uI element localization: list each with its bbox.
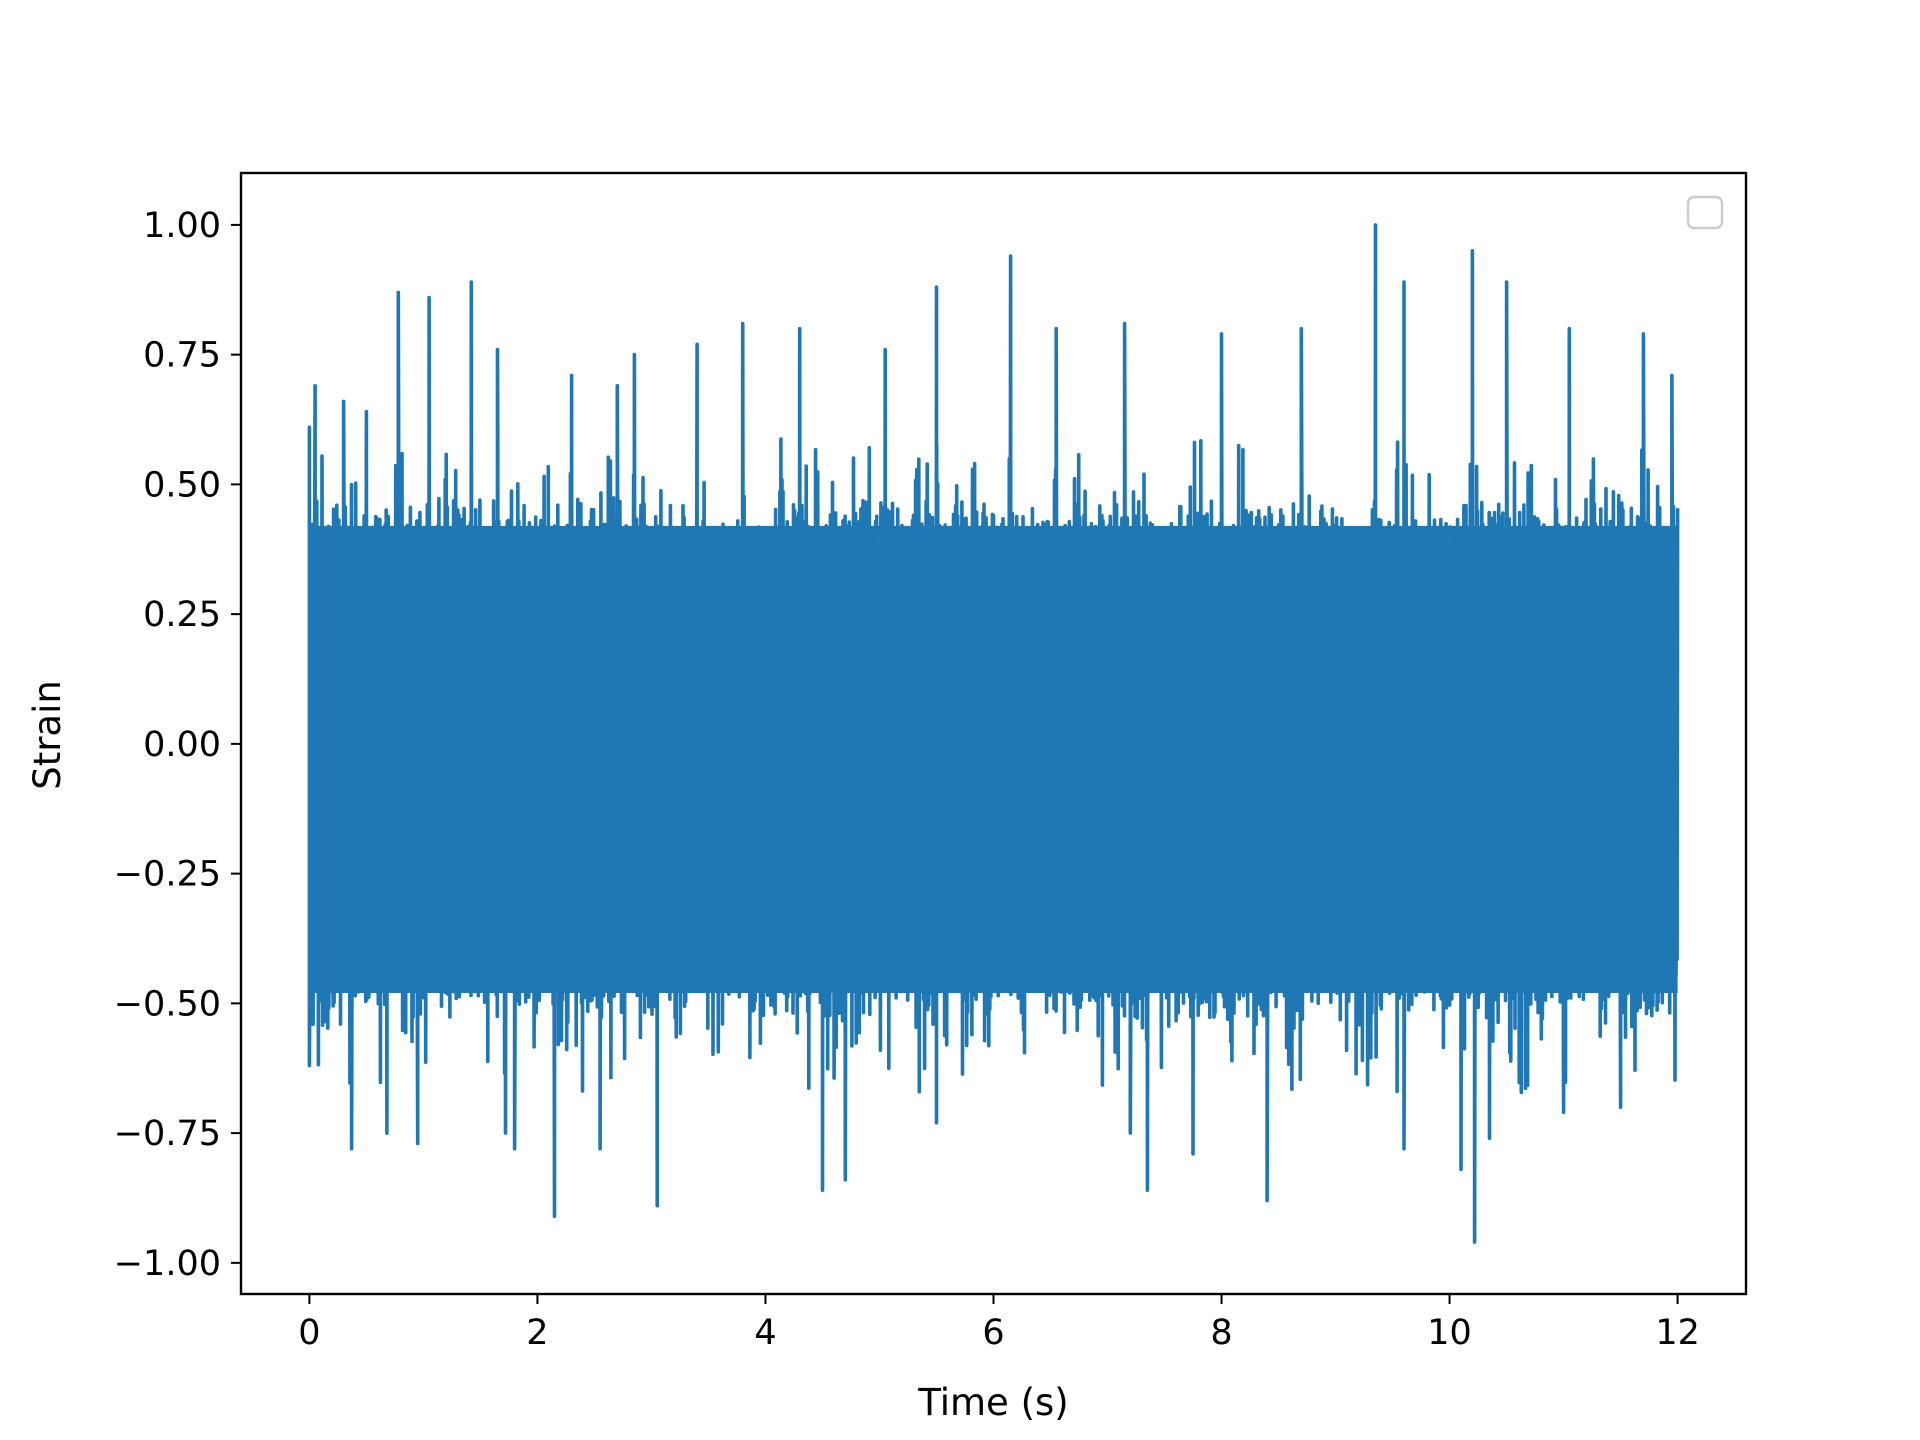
y-tick-label: 0.75 (143, 336, 221, 376)
x-tick-label: 12 (1655, 1313, 1700, 1353)
y-tick-label: −0.75 (114, 1114, 221, 1154)
strain-series-line (307, 223, 1680, 1244)
x-tick-label: 2 (526, 1313, 548, 1353)
series-layer (307, 223, 1680, 1244)
x-tick-label: 10 (1427, 1313, 1472, 1353)
x-axis-label: Time (s) (917, 1381, 1068, 1424)
y-tick-label: −0.25 (114, 855, 221, 895)
y-tick-label: 0.00 (143, 725, 221, 765)
x-tick-label: 8 (1210, 1313, 1232, 1353)
x-tick-label: 6 (982, 1313, 1004, 1353)
y-tick-label: 1.00 (143, 206, 221, 246)
y-tick-label: 0.50 (143, 465, 221, 505)
legend-box (1686, 195, 1724, 230)
y-tick-label: 0.25 (143, 595, 221, 635)
x-tick-label: 0 (298, 1313, 320, 1353)
x-axis: 0 2 4 6 8 10 12 (298, 1294, 1700, 1353)
x-tick-label: 4 (754, 1313, 776, 1353)
y-tick-label: −1.00 (114, 1244, 221, 1284)
y-axis-label: Strain (26, 680, 69, 790)
y-axis: −1.00 −0.75 −0.50 −0.25 0.00 0.25 0.50 0.75 1.00 (114, 206, 241, 1284)
y-tick-label: −0.50 (114, 984, 221, 1024)
